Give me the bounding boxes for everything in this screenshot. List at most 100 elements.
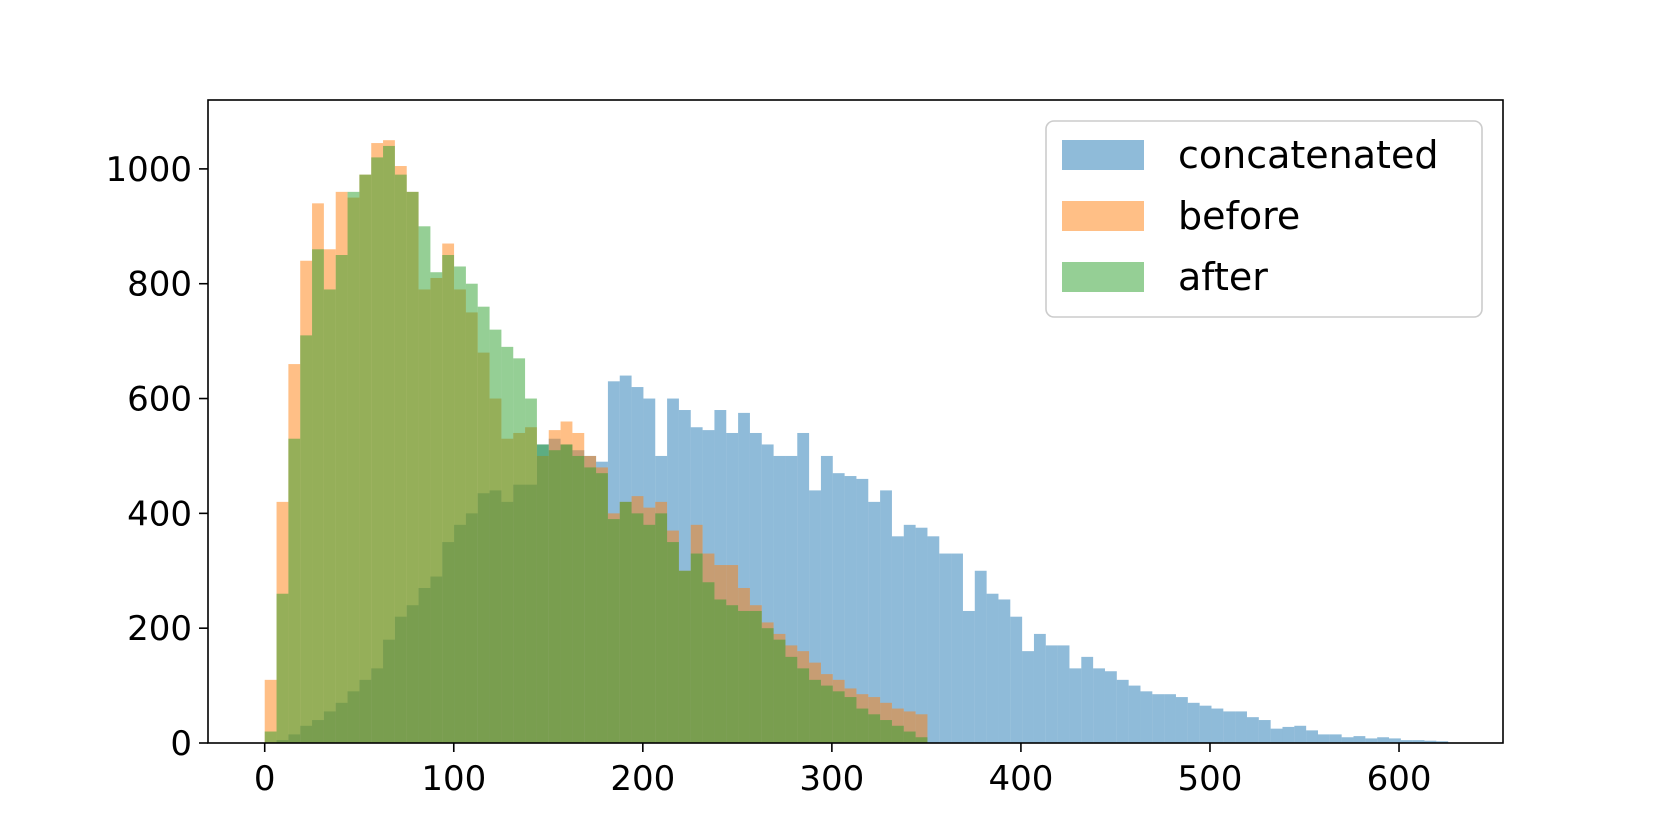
bar-after-4 — [312, 249, 324, 743]
bar-after-47 — [820, 685, 833, 743]
bar-after-2 — [288, 438, 301, 743]
legend-label-concatenated: concatenated — [1178, 133, 1438, 177]
bar-concatenated-75 — [1152, 694, 1165, 743]
bar-concatenated-47 — [820, 455, 833, 743]
bar-before-0 — [264, 679, 277, 743]
bar-concatenated-44 — [785, 455, 798, 743]
legend: concatenated before after — [1045, 120, 1483, 318]
x-tick-label-5: 500 — [1178, 759, 1243, 799]
bar-after-11 — [394, 174, 407, 743]
bar-before-55 — [915, 714, 928, 743]
bar-after-0 — [264, 731, 277, 743]
bar-after-23 — [536, 444, 549, 743]
bar-concatenated-82 — [1235, 711, 1247, 743]
bar-after-9 — [371, 157, 384, 743]
bar-concatenated-84 — [1258, 720, 1271, 743]
bar-after-51 — [868, 714, 881, 743]
legend-label-before: before — [1178, 194, 1300, 238]
bar-concatenated-93 — [1365, 738, 1378, 743]
bar-concatenated-50 — [856, 478, 869, 743]
bar-concatenated-45 — [797, 432, 810, 743]
bar-before-53 — [891, 708, 904, 743]
bar-concatenated-76 — [1164, 694, 1176, 743]
bar-concatenated-71 — [1104, 671, 1117, 743]
bar-after-6 — [335, 255, 348, 743]
bar-concatenated-92 — [1353, 736, 1366, 743]
y-tick-label-4: 800 — [127, 265, 192, 305]
bar-concatenated-80 — [1211, 708, 1224, 743]
bar-concatenated-65 — [1033, 633, 1046, 743]
bar-after-39 — [726, 605, 739, 743]
bar-after-32 — [643, 524, 656, 743]
bar-concatenated-73 — [1128, 685, 1141, 743]
bar-after-40 — [738, 610, 750, 743]
bar-concatenated-56 — [927, 536, 940, 743]
bar-after-22 — [525, 398, 537, 743]
bar-after-34 — [667, 542, 679, 743]
legend-swatch-before — [1062, 201, 1144, 231]
bars-layer — [264, 140, 1449, 744]
bar-after-16 — [454, 266, 466, 743]
x-tick-label-4: 400 — [988, 759, 1053, 799]
bar-concatenated-77 — [1175, 697, 1188, 743]
bar-concatenated-60 — [974, 570, 987, 743]
plot-frame — [207, 99, 1504, 744]
bar-concatenated-43 — [773, 455, 786, 743]
x-tick-label-1: 100 — [421, 759, 486, 799]
bar-concatenated-55 — [915, 527, 928, 743]
bar-after-14 — [430, 272, 443, 743]
bar-concatenated-40 — [738, 412, 750, 743]
bar-after-1 — [276, 593, 289, 743]
bar-concatenated-59 — [962, 610, 975, 743]
legend-swatch-after — [1062, 262, 1144, 292]
bar-concatenated-41 — [749, 432, 762, 743]
bar-concatenated-68 — [1069, 668, 1082, 743]
bar-after-37 — [702, 582, 715, 743]
y-tick-label-3: 600 — [127, 380, 192, 420]
bar-concatenated-51 — [868, 501, 881, 744]
bar-concatenated-96 — [1400, 740, 1413, 743]
bar-concatenated-98 — [1424, 740, 1437, 743]
bar-after-27 — [584, 467, 597, 743]
bar-after-10 — [383, 145, 395, 743]
bar-concatenated-52 — [880, 490, 892, 743]
bar-after-35 — [678, 570, 691, 743]
bar-after-7 — [347, 191, 360, 744]
bar-after-15 — [442, 255, 455, 743]
bar-concatenated-78 — [1187, 702, 1200, 743]
bar-concatenated-66 — [1045, 645, 1058, 743]
bar-after-29 — [607, 519, 620, 743]
bar-after-18 — [477, 306, 490, 743]
bar-after-5 — [323, 289, 336, 743]
bar-after-3 — [300, 335, 313, 743]
bar-concatenated-85 — [1270, 728, 1283, 743]
bar-after-30 — [619, 501, 632, 744]
bar-concatenated-97 — [1412, 740, 1425, 743]
bar-after-55 — [915, 737, 928, 743]
bar-after-31 — [631, 513, 644, 743]
x-tick-label-0: 0 — [254, 759, 276, 799]
bar-concatenated-53 — [891, 536, 904, 743]
bar-after-33 — [655, 513, 668, 743]
bar-concatenated-79 — [1199, 705, 1212, 743]
legend-box — [1045, 120, 1483, 318]
bar-concatenated-89 — [1317, 734, 1330, 743]
bar-after-20 — [501, 346, 514, 743]
bar-after-8 — [359, 174, 372, 743]
bar-concatenated-91 — [1341, 737, 1354, 743]
bar-after-50 — [856, 708, 869, 743]
bar-after-28 — [596, 473, 608, 743]
bar-after-54 — [903, 731, 916, 743]
bar-concatenated-95 — [1389, 738, 1401, 743]
bar-concatenated-72 — [1116, 679, 1129, 743]
bar-after-41 — [749, 610, 762, 743]
bar-concatenated-87 — [1294, 725, 1307, 743]
bar-after-38 — [714, 599, 727, 743]
bar-after-12 — [406, 191, 419, 744]
bar-concatenated-83 — [1246, 717, 1259, 743]
bar-after-17 — [465, 283, 478, 743]
bar-after-19 — [489, 329, 502, 743]
bar-concatenated-64 — [1022, 651, 1034, 743]
bar-after-52 — [880, 720, 892, 743]
